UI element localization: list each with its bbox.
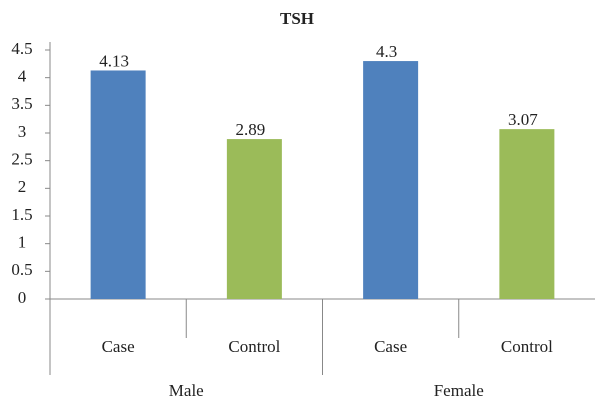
group-label: Female <box>434 381 484 400</box>
x-tick-label: Control <box>501 337 553 356</box>
group-label: Male <box>169 381 204 400</box>
x-tick-label: Control <box>228 337 280 356</box>
bar <box>499 129 555 299</box>
y-tick-label: 2 <box>18 177 27 196</box>
y-tick-label: 0 <box>18 288 27 307</box>
data-label: 4.13 <box>99 51 129 70</box>
x-tick-label: Case <box>374 337 407 356</box>
data-label: 4.3 <box>376 42 397 61</box>
y-tick-label: 1 <box>18 233 27 252</box>
y-tick-label: 4 <box>18 67 27 86</box>
bar <box>90 70 146 300</box>
data-label: 2.89 <box>236 120 266 139</box>
bar <box>363 61 419 299</box>
y-tick-label: 0.5 <box>11 260 32 279</box>
data-label: 3.07 <box>508 110 538 129</box>
y-tick-label: 1.5 <box>11 205 32 224</box>
chart-title: TSH <box>280 9 314 28</box>
y-tick-label: 4.5 <box>11 39 32 58</box>
bar <box>226 139 282 299</box>
y-tick-label: 3.5 <box>11 94 32 113</box>
x-tick-label: Case <box>102 337 135 356</box>
y-tick-label: 2.5 <box>11 150 32 169</box>
y-tick-label: 3 <box>18 122 27 141</box>
